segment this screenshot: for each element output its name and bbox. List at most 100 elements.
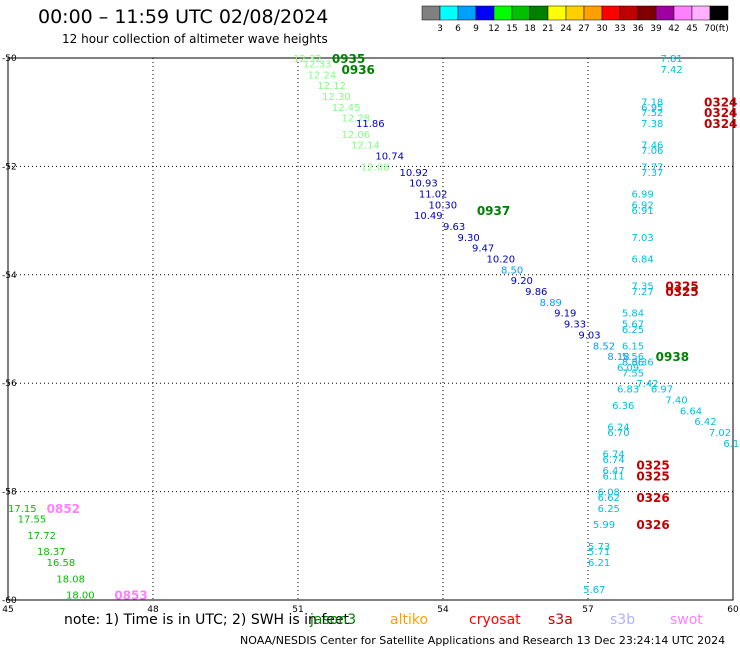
pass-time-label: 0324 <box>704 106 737 120</box>
wave-height-label: 9.47 <box>472 244 494 255</box>
wave-height-label: 9.19 <box>554 309 576 320</box>
x-tick-label: 48 <box>147 605 159 615</box>
wave-height-label: 10.92 <box>400 168 429 179</box>
legend-jason3: jason3 <box>310 612 357 628</box>
wave-height-label: 16.58 <box>47 558 76 569</box>
wave-height-label: 6.70 <box>607 428 629 439</box>
wave-height-label: 6.97 <box>651 385 673 396</box>
pass-time-label: 0324 <box>704 95 737 109</box>
wave-height-label: 8.50 <box>501 265 523 276</box>
x-tick-label: 57 <box>582 605 593 615</box>
wave-height-label: 7.42 <box>661 65 683 76</box>
y-tick-label: -60 <box>2 596 17 606</box>
colorbar-tick-label: 39 <box>650 24 662 34</box>
wave-height-label: 6.64 <box>680 406 702 417</box>
wave-height-label: 9.03 <box>578 330 600 341</box>
wave-height-label: 7.02 <box>709 428 731 439</box>
colorbar-tick-label: 33 <box>614 24 625 34</box>
wave-height-label: 7.37 <box>641 168 663 179</box>
wave-height-label: 12.45 <box>332 103 361 114</box>
colorbar-swatch <box>475 5 495 21</box>
wave-height-label: 7.03 <box>632 233 654 244</box>
wave-height-label: 6.25 <box>598 504 620 515</box>
colorbar-swatch <box>583 5 603 21</box>
wave-height-label: 7.38 <box>641 119 663 130</box>
wave-height-label: 8.52 <box>593 341 615 352</box>
wave-height-label: 10.93 <box>409 179 438 190</box>
colorbar-swatch <box>511 5 531 21</box>
x-tick-label: 54 <box>437 605 449 615</box>
colorbar-swatch <box>601 5 621 21</box>
wave-height-label: 10.74 <box>375 152 404 163</box>
y-tick-label: -50 <box>2 54 17 64</box>
colorbar-swatch <box>529 5 549 21</box>
x-tick-label: 45 <box>2 605 13 615</box>
legend-swot: swot <box>670 612 703 628</box>
data-label-layer: 12.3212.3312.2412.1212.3012.4512.2811.86… <box>8 54 740 629</box>
wave-height-label: 12.14 <box>351 141 380 152</box>
wave-height-label: 8.89 <box>540 298 562 309</box>
wave-height-label: 6.36 <box>632 358 654 369</box>
wave-height-label: 17.15 <box>8 504 37 515</box>
wave-height-label: 10.20 <box>487 255 516 266</box>
colorbar-unit: (ft) <box>715 24 729 34</box>
wave-height-label: 18.00 <box>66 591 95 602</box>
colorbar-swatch <box>421 5 441 21</box>
wave-height-label: 7.35 <box>632 282 654 293</box>
pass-time-label: 0325 <box>665 280 698 294</box>
y-tick-label: -56 <box>2 379 17 389</box>
colorbar-tick-label: 6 <box>455 24 461 34</box>
wave-height-label: 5.71 <box>588 547 610 558</box>
wave-height-label: 6.09 <box>617 363 639 374</box>
wave-height-label: 8.36 <box>622 358 644 369</box>
wave-height-label: 9.86 <box>525 287 547 298</box>
wave-height-label: 6.92 <box>632 200 654 211</box>
legend-s3b: s3b <box>610 612 636 628</box>
wave-height-label: 6.15 <box>622 341 644 352</box>
legend-cryosat: cryosat <box>469 612 521 628</box>
y-tick-label: -52 <box>2 162 17 172</box>
pass-time-label: 0853 <box>114 589 147 603</box>
x-tick-label: 51 <box>292 605 303 615</box>
wave-height-label: 18.08 <box>56 574 85 585</box>
page-subtitle: 12 hour collection of altimeter wave hei… <box>62 32 328 46</box>
colorbar-tick-label: 45 <box>686 24 697 34</box>
pass-time-label: 0936 <box>342 63 375 77</box>
wave-height-label: 7.42 <box>636 379 658 390</box>
pass-time-label: 0938 <box>656 350 689 364</box>
wave-height-label: 10.49 <box>414 211 443 222</box>
colorbar-tick-label: 27 <box>578 24 589 34</box>
pass-time-label: 0937 <box>477 204 510 218</box>
wave-height-label: 12.32 <box>293 54 322 65</box>
wave-height-label: 18.37 <box>37 547 66 558</box>
wave-height-label: 5.73 <box>588 542 610 553</box>
wave-height-label: 6.19 <box>583 618 605 629</box>
wave-height-label: 7.27 <box>632 287 654 298</box>
wave-height-label: 6.95 <box>641 103 663 114</box>
wave-height-label: 9.63 <box>443 222 465 233</box>
pass-time-label: 0324 <box>704 117 737 131</box>
colorbar-swatch <box>709 5 729 21</box>
wave-height-label: 7.52 <box>641 108 663 119</box>
colorbar-tick-label: 30 <box>596 24 608 34</box>
wave-height-label: 7.18 <box>641 97 663 108</box>
pass-time-label: 0326 <box>636 518 669 532</box>
pass-time-label: 0852 <box>47 502 80 516</box>
wave-height-label: 6.42 <box>694 417 716 428</box>
wave-height-label: 12.30 <box>322 92 351 103</box>
colorbar-swatch <box>457 5 477 21</box>
wave-height-label: 6.83 <box>617 385 639 396</box>
wave-height-label: 6.47 <box>603 466 625 477</box>
wave-height-label: 5.84 <box>622 309 644 320</box>
wave-height-label: 7.81 <box>661 54 683 65</box>
plot-frame <box>7 57 734 601</box>
wave-height-label: 18.52 <box>76 601 105 612</box>
colorbar-swatch <box>655 5 675 21</box>
wave-height-label: 8.18 <box>607 352 629 363</box>
wave-height-label: 12.33 <box>303 59 332 70</box>
wave-height-label: 6.24 <box>607 423 629 434</box>
credit-line: NOAA/NESDIS Center for Satellite Applica… <box>240 634 726 647</box>
wave-height-label: 5.67 <box>622 320 644 331</box>
wave-height-label: 5.99 <box>593 520 615 531</box>
